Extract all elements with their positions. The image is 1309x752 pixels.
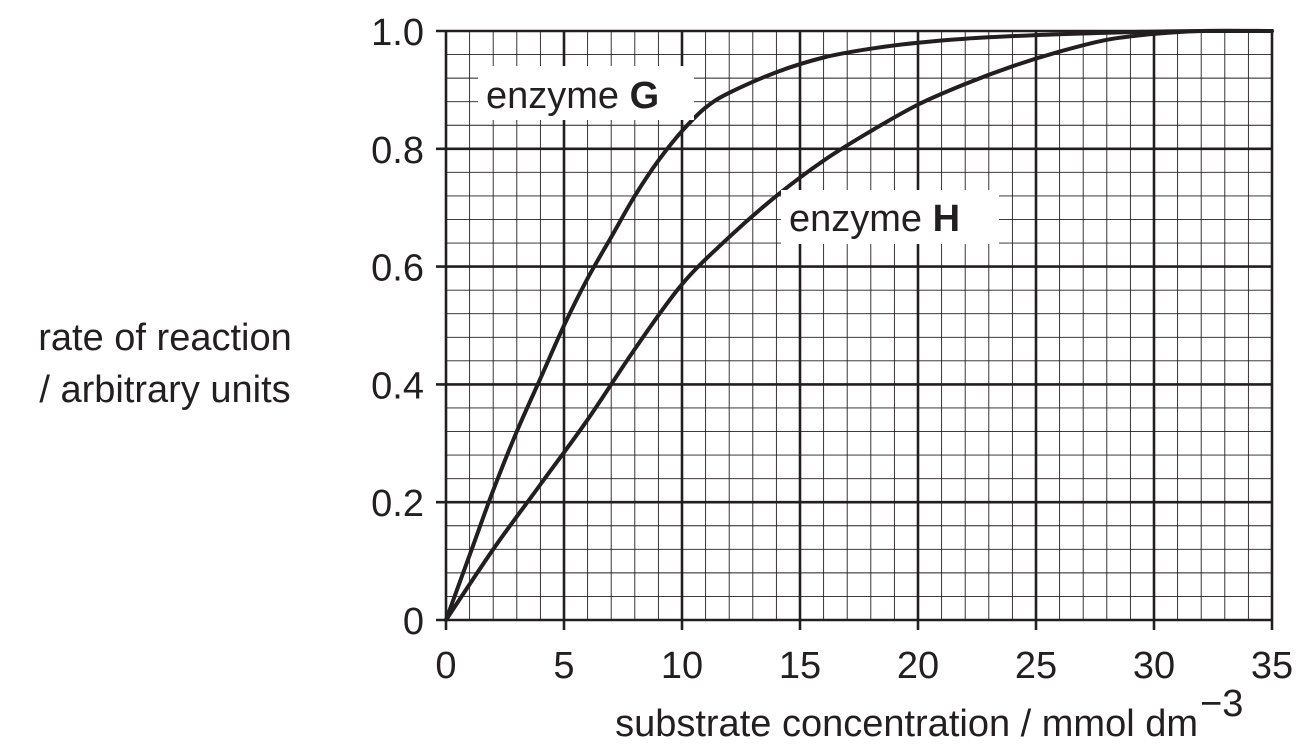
y-tick-label: 0 <box>403 601 424 643</box>
series-label-background <box>478 66 694 120</box>
series-label-text: enzyme G <box>486 75 659 117</box>
x-tick-label: 0 <box>435 645 456 687</box>
x-tick-label: 15 <box>779 645 821 687</box>
series-line-enzyme-h <box>444 28 1274 622</box>
x-tick-label: 20 <box>897 645 939 687</box>
x-tick-label: 5 <box>553 645 574 687</box>
x-tick-labels: 0 5 10 15 20 25 30 35 <box>435 645 1293 687</box>
x-tick-label: 35 <box>1251 645 1293 687</box>
series-label-enzyme-g: enzyme G <box>478 66 694 120</box>
series-line-enzyme-g <box>444 28 1274 622</box>
x-tick-label: 25 <box>1015 645 1057 687</box>
y-tick-labels: 0 0.2 0.4 0.6 0.8 1.0 <box>371 12 424 643</box>
y-tick-label: 0.2 <box>371 483 424 525</box>
series-labels: enzyme G enzyme H <box>478 66 999 244</box>
series-label-text: enzyme H <box>789 198 960 240</box>
series-lines <box>444 28 1274 622</box>
x-tick-label: 30 <box>1133 645 1175 687</box>
y-axis-title-line-2: / arbitrary units <box>39 369 290 411</box>
x-tick-label: 10 <box>661 645 703 687</box>
y-tick-label: 0.6 <box>371 248 424 290</box>
y-tick-label: 1.0 <box>371 12 424 54</box>
y-axis-title-line-1: rate of reaction <box>38 317 291 359</box>
series-label-background <box>781 190 999 244</box>
series-label-enzyme-h: enzyme H <box>781 190 999 244</box>
y-tick-label: 0.8 <box>371 130 424 172</box>
y-tick-label: 0.4 <box>371 365 424 407</box>
x-axis-title: substrate concentration / mmol dm <box>615 703 1198 745</box>
x-axis-title-superscript: −3 <box>1200 683 1243 725</box>
